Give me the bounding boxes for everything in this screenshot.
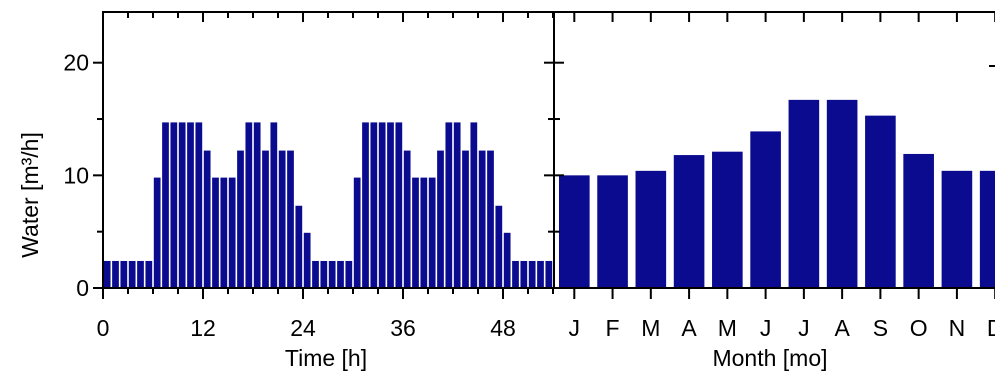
y-tick-label: 10 xyxy=(63,162,89,188)
hourly-bar xyxy=(537,260,544,288)
x-tick-label-month: J xyxy=(569,315,581,341)
hourly-bar xyxy=(195,122,203,289)
hourly-bar xyxy=(220,177,228,288)
x-tick-label-month: M xyxy=(641,315,660,341)
hourly-bar xyxy=(162,122,169,289)
x-tick-label-hour: 36 xyxy=(390,315,416,341)
hourly-bar xyxy=(278,150,286,288)
hourly-bar xyxy=(203,150,211,288)
hourly-bar xyxy=(228,177,236,288)
hourly-bar xyxy=(212,177,219,288)
hourly-bar xyxy=(170,122,178,289)
monthly-bar xyxy=(865,115,896,289)
x-tick-label-month: M xyxy=(718,315,737,341)
x-axis-label-time: Time [h] xyxy=(285,345,367,371)
axes: 01020012243648JFMAMJJASOND xyxy=(63,11,995,341)
hourly-bar xyxy=(520,260,528,288)
hourly-bar xyxy=(378,122,386,289)
monthly-bar xyxy=(979,170,995,288)
hourly-bar xyxy=(545,260,553,288)
hourly-bar xyxy=(253,122,261,289)
x-axis-label-month: Month [mo] xyxy=(712,345,827,371)
hourly-bar xyxy=(137,260,144,288)
monthly-bar xyxy=(941,170,973,288)
hourly-bar xyxy=(503,232,511,288)
hourly-bar xyxy=(287,150,294,288)
hourly-bar xyxy=(128,260,136,288)
monthly-bar xyxy=(903,153,934,288)
hourly-bar xyxy=(328,260,336,288)
hourly-bar xyxy=(362,122,369,289)
hourly-bar xyxy=(462,150,469,288)
hourly-bar xyxy=(512,260,519,288)
y-axis-label: Water [m³/h] xyxy=(17,132,43,258)
hourly-bar xyxy=(178,122,186,289)
hourly-bar xyxy=(445,122,453,289)
hourly-bar xyxy=(237,150,244,288)
hourly-bar xyxy=(187,122,194,289)
monthly-bar xyxy=(826,99,858,288)
hourly-bar xyxy=(262,150,269,288)
labels: Water [m³/h] Time [h] Month [mo] xyxy=(17,132,828,371)
hourly-bar xyxy=(320,260,328,288)
monthly-bar xyxy=(750,131,781,288)
hourly-bar xyxy=(453,122,461,289)
hourly-bar xyxy=(153,177,161,288)
hourly-bar xyxy=(420,177,428,288)
y-tick-label: 20 xyxy=(63,50,89,76)
hourly-bar xyxy=(312,260,319,288)
hourly-bar xyxy=(120,260,128,288)
monthly-bar xyxy=(635,170,667,288)
hourly-bar xyxy=(103,260,111,288)
hourly-bar xyxy=(403,150,411,288)
monthly-bar xyxy=(559,175,590,288)
hourly-bar xyxy=(428,177,436,288)
x-tick-label-month: D xyxy=(987,315,995,341)
monthly-bar xyxy=(597,175,628,288)
hourly-bar xyxy=(370,122,378,289)
x-tick-label-month: S xyxy=(873,315,888,341)
x-tick-label-month: J xyxy=(798,315,810,341)
hourly-bars xyxy=(103,122,553,289)
x-tick-label-month: N xyxy=(949,315,966,341)
hourly-bar xyxy=(245,122,253,289)
hourly-bar xyxy=(270,122,278,289)
hourly-bar xyxy=(345,260,353,288)
y-tick-label: 0 xyxy=(76,275,89,301)
hourly-bar xyxy=(303,232,311,288)
hourly-bar xyxy=(145,260,153,288)
hourly-bar xyxy=(478,150,486,288)
hourly-bar xyxy=(337,260,344,288)
hourly-bar xyxy=(395,122,403,289)
hourly-bar xyxy=(295,205,303,288)
x-tick-label-month: A xyxy=(681,315,697,341)
monthly-bar xyxy=(673,155,705,288)
x-tick-label-hour: 48 xyxy=(490,315,516,341)
x-tick-label-hour: 24 xyxy=(290,315,316,341)
hourly-bar xyxy=(487,150,494,288)
hourly-bar xyxy=(112,260,119,288)
monthly-bars xyxy=(559,99,995,289)
hourly-bar xyxy=(495,205,503,288)
hourly-bar xyxy=(528,260,536,288)
monthly-bar xyxy=(788,99,820,288)
hourly-bar xyxy=(387,122,394,289)
hourly-bar xyxy=(470,122,478,289)
x-tick-label-month: J xyxy=(760,315,772,341)
hourly-bar xyxy=(412,177,419,288)
x-tick-label-month: A xyxy=(834,315,850,341)
x-tick-label-hour: 12 xyxy=(190,315,216,341)
x-tick-label-month: O xyxy=(910,315,928,341)
monthly-bar xyxy=(712,151,743,288)
x-tick-label-month: F xyxy=(606,315,620,341)
hourly-bar xyxy=(437,150,444,288)
x-tick-label-hour: 0 xyxy=(97,315,110,341)
hourly-bar xyxy=(353,177,361,288)
